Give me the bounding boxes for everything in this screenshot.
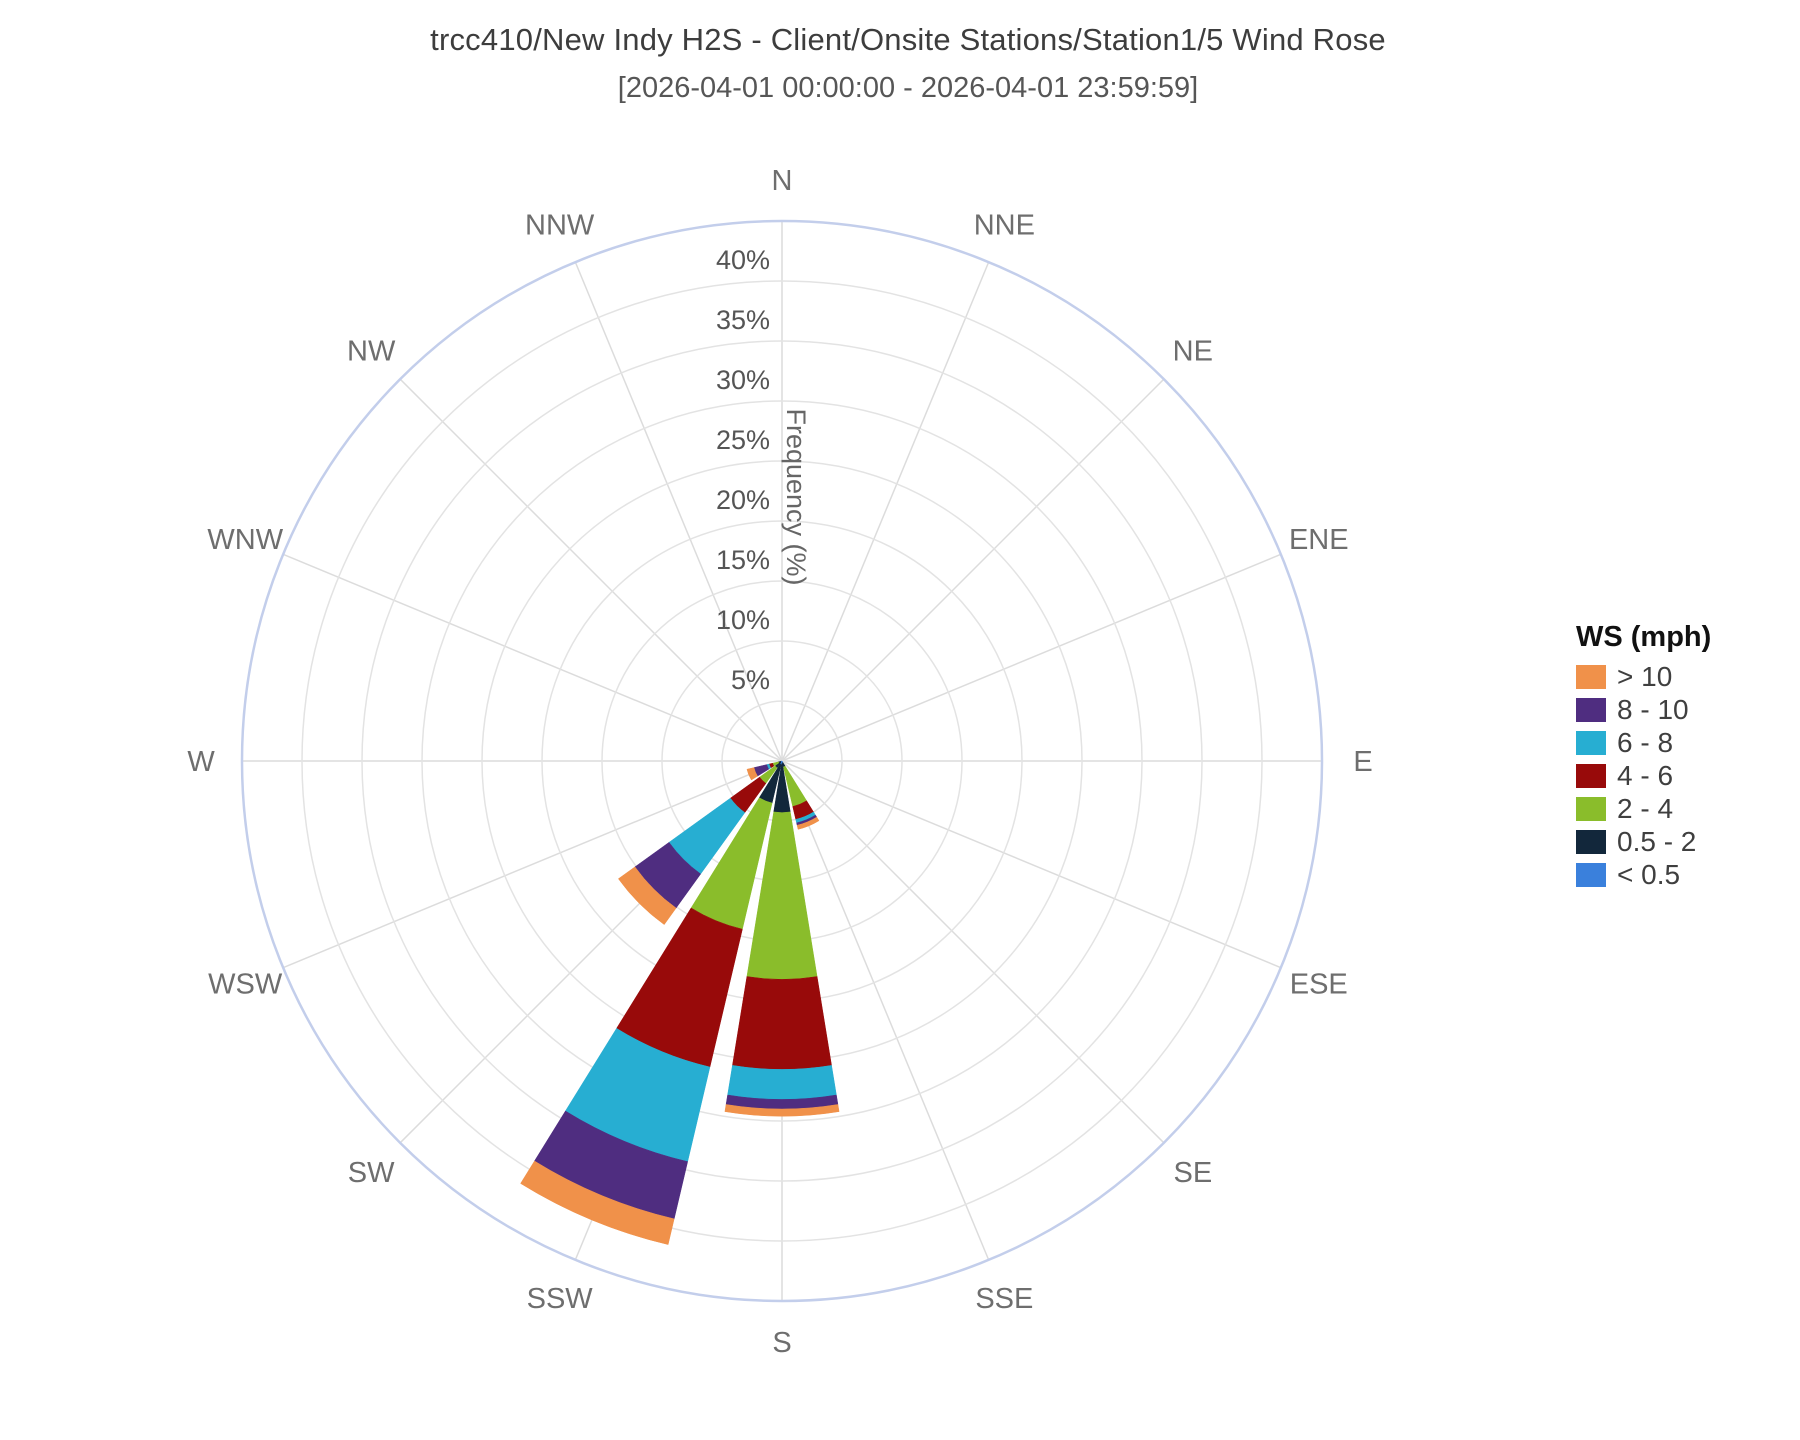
radial-tick-5%: 5% <box>731 665 770 695</box>
legend-item-8-10[interactable]: 8 - 10 <box>1576 693 1711 726</box>
direction-label-NW: NW <box>347 335 396 367</box>
legend-swatch-icon <box>1576 862 1606 887</box>
direction-label-ESE: ESE <box>1290 968 1348 1000</box>
petal-SSE->10[interactable] <box>796 816 820 830</box>
legend-item-6-8[interactable]: 6 - 8 <box>1576 726 1711 759</box>
petal-S-6-8[interactable] <box>727 1065 837 1100</box>
grid-spoke-NW <box>399 378 783 762</box>
radial-tick-25%: 25% <box>716 425 770 455</box>
grid-spoke-WNW <box>282 553 783 762</box>
legend-item-<0.5[interactable]: < 0.5 <box>1576 858 1711 891</box>
grid-spoke-WSW <box>282 760 783 969</box>
legend-item-4-6[interactable]: 4 - 6 <box>1576 759 1711 792</box>
legend-item-label: < 0.5 <box>1617 858 1681 890</box>
radial-tick-20%: 20% <box>716 485 770 515</box>
grid-spoke-NNW <box>574 261 783 762</box>
legend-item-2-4[interactable]: 2 - 4 <box>1576 792 1711 825</box>
legend-item-label: 0.5 - 2 <box>1617 825 1697 857</box>
legend-title: WS (mph) <box>1576 621 1712 653</box>
legend-item-label: 6 - 8 <box>1617 726 1674 758</box>
petal-WSW->10[interactable] <box>746 767 758 781</box>
direction-label-NE: NE <box>1173 335 1213 367</box>
legend-swatch-icon <box>1576 763 1606 788</box>
radial-tick-40%: 40% <box>716 245 770 275</box>
radial-tick-35%: 35% <box>716 305 770 335</box>
petal-SW->10[interactable] <box>618 866 677 925</box>
polar-outer-ring <box>240 219 1324 1303</box>
petal-S-4-6[interactable] <box>732 976 832 1070</box>
grid-spoke-NNE <box>781 261 990 762</box>
legend-item-label: 2 - 4 <box>1617 792 1674 824</box>
direction-label-NNW: NNW <box>525 209 595 241</box>
radial-tick-10%: 10% <box>716 605 770 635</box>
radial-tick-30%: 30% <box>716 365 770 395</box>
radial-axis-label: Frequency (%) <box>781 408 811 585</box>
legend-item-label: 8 - 10 <box>1617 693 1689 725</box>
direction-label-NNE: NNE <box>974 209 1035 241</box>
direction-label-SE: SE <box>1173 1157 1212 1189</box>
legend-item-label: 4 - 6 <box>1617 759 1674 791</box>
petal-S->10[interactable] <box>724 1104 840 1117</box>
direction-label-ENE: ENE <box>1289 524 1349 556</box>
direction-label-N: N <box>772 165 793 197</box>
legend-swatch-icon <box>1576 697 1606 722</box>
legend-item-label: > 10 <box>1617 660 1673 692</box>
direction-label-SW: SW <box>348 1157 395 1189</box>
grid-spoke-ESE <box>781 760 1282 969</box>
direction-label-WSW: WSW <box>208 968 283 1000</box>
legend-swatch-icon <box>1576 796 1606 821</box>
direction-label-E: E <box>1353 746 1372 778</box>
grid-spoke-ENE <box>781 553 1282 762</box>
direction-label-W: W <box>187 746 215 778</box>
direction-label-SSE: SSE <box>975 1283 1033 1315</box>
chart-subtitle: [2026-04-01 00:00:00 - 2026-04-01 23:59:… <box>617 72 1199 104</box>
legend-item-0.5-2[interactable]: 0.5 - 2 <box>1576 825 1711 858</box>
legend-swatch-icon <box>1576 730 1606 755</box>
grid-ring-35 <box>361 340 1203 1182</box>
direction-label-WNW: WNW <box>207 524 283 556</box>
direction-label-SSW: SSW <box>527 1283 594 1315</box>
grid-spoke-NE <box>781 378 1165 762</box>
grid-spoke-SSE <box>781 760 990 1261</box>
petal-SSW->10[interactable] <box>520 1160 675 1245</box>
legend-item->10[interactable]: > 10 <box>1576 660 1711 693</box>
grid-spoke-SE <box>781 760 1165 1144</box>
legend-swatch-icon <box>1576 664 1606 689</box>
chart-title: trcc410/New Indy H2S - Client/Onsite Sta… <box>430 22 1386 57</box>
grid-ring-30 <box>421 400 1143 1122</box>
legend-swatch-icon <box>1576 829 1606 854</box>
grid-ring-40 <box>301 280 1263 1242</box>
direction-label-S: S <box>772 1327 791 1359</box>
radial-tick-15%: 15% <box>716 545 770 575</box>
